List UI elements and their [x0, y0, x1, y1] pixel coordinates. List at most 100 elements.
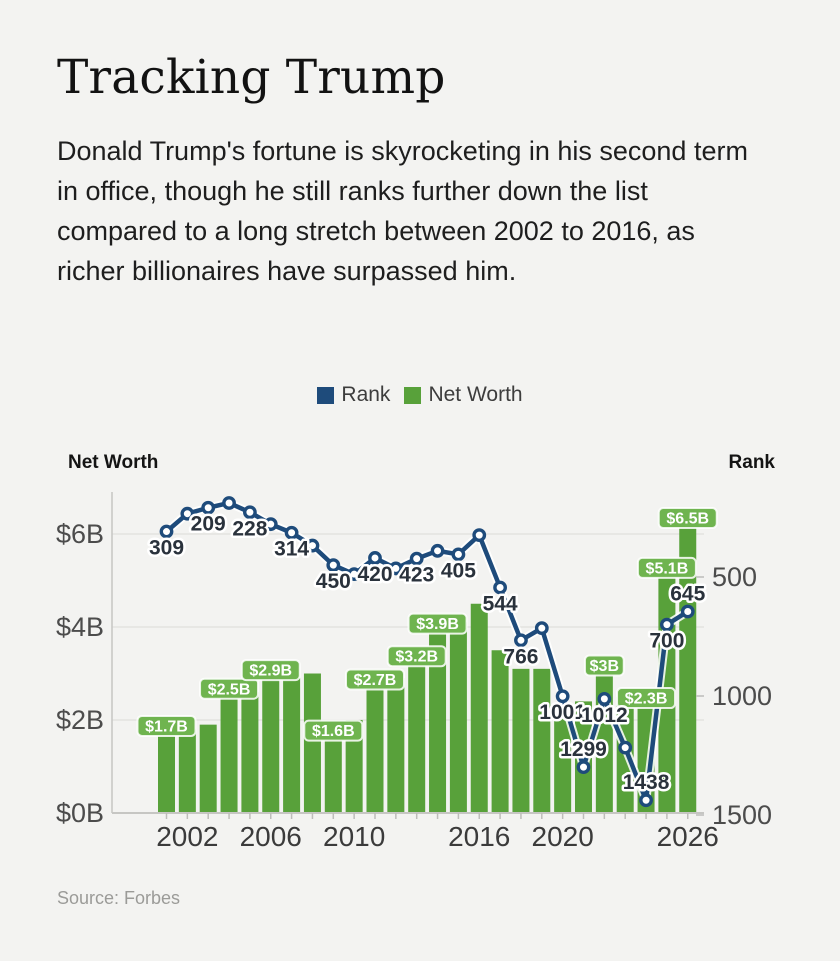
rank-point — [430, 543, 445, 558]
rank-value-label: 1012 — [581, 704, 628, 727]
rank-point — [680, 604, 695, 619]
x-axis-tick-label: 2016 — [448, 821, 510, 852]
networth-value-pill — [240, 659, 301, 682]
rank-point — [201, 500, 216, 515]
networth-bar — [199, 724, 217, 813]
networth-bar — [303, 673, 321, 813]
rank-point — [263, 517, 278, 532]
rank-point — [368, 551, 382, 565]
legend-item-rank: Rank — [317, 383, 390, 407]
networth-legend-swatch-icon — [404, 386, 422, 404]
rank-value-label: 228 — [232, 517, 267, 540]
x-axis-tick-label: 2006 — [240, 821, 302, 852]
networth-value-label: $3.9B — [416, 616, 459, 633]
networth-value-pill — [407, 612, 468, 635]
networth-value-label: $2.7B — [354, 672, 397, 689]
left-axis-tick-label: $0B — [56, 798, 104, 828]
rank-value-label: 309 — [149, 537, 184, 560]
rank-point — [534, 621, 549, 636]
networth-value-label: $3B — [590, 658, 619, 675]
networth-bar — [449, 622, 467, 813]
rank-point — [451, 547, 466, 562]
networth-bar — [345, 720, 363, 813]
rank-legend-swatch-icon — [317, 386, 335, 404]
rank-value-label: 1001 — [539, 701, 586, 724]
rank-point — [493, 580, 507, 595]
networth-bar — [241, 692, 259, 813]
networth-bar — [491, 650, 509, 813]
page-subtitle: Donald Trump's fortune is skyrocketing i… — [57, 136, 748, 286]
rank-value-label: 645 — [670, 583, 705, 606]
right-axis-tick-label: 500 — [712, 562, 757, 592]
networth-bar — [158, 733, 175, 813]
rank-value-label: 766 — [503, 645, 538, 668]
legend-label-rank: Rank — [341, 383, 391, 406]
networth-bar — [429, 631, 447, 813]
rank-point — [388, 561, 403, 576]
networth-bar — [324, 738, 342, 813]
x-axis-tick-label: 2020 — [532, 821, 594, 852]
rank-value-label: 544 — [483, 592, 518, 615]
rank-value-label: 423 — [399, 564, 434, 587]
rank-point — [472, 528, 487, 543]
x-axis-tick-label: 2010 — [323, 821, 385, 852]
networth-value-pill — [345, 668, 405, 691]
rank-point — [284, 525, 299, 540]
right-axis-tick-label: 1000 — [712, 681, 772, 711]
networth-value-label: $2.9B — [249, 663, 292, 680]
rank-point — [409, 551, 424, 566]
networth-bar — [262, 678, 280, 813]
rank-point — [555, 689, 570, 704]
rank-value-label: 420 — [357, 563, 392, 586]
networth-bar — [387, 678, 405, 813]
networth-value-label: $2.3B — [625, 691, 668, 708]
networth-bar — [283, 678, 301, 813]
rank-point — [514, 633, 528, 648]
rank-point — [618, 740, 633, 755]
networth-bar — [512, 668, 530, 813]
networth-value-pill — [583, 654, 625, 677]
networth-bar — [679, 526, 697, 813]
right-axis-title: Rank — [728, 452, 775, 473]
networth-value-pill — [616, 687, 677, 710]
rank-point — [159, 524, 174, 539]
networth-bar — [220, 696, 238, 813]
networth-bar — [178, 729, 196, 813]
networth-bar — [554, 715, 572, 813]
rank-value-label: 1299 — [560, 738, 607, 761]
networth-value-label: $1.7B — [145, 718, 188, 735]
rank-point — [660, 617, 674, 632]
rank-point — [242, 505, 257, 520]
left-axis-title: Net Worth — [68, 452, 159, 473]
left-axis-tick-label: $4B — [56, 612, 104, 642]
networth-value-pill — [386, 645, 447, 668]
page-title: Tracking Trump — [57, 50, 446, 105]
rank-value-label: 700 — [649, 630, 684, 653]
networth-value-label: $2.5B — [208, 681, 251, 698]
networth-value-pill — [199, 677, 260, 700]
rank-value-label: 209 — [191, 513, 226, 536]
rank-value-label: 405 — [441, 559, 476, 582]
rank-point — [576, 760, 591, 775]
legend-item-networth: Net Worth — [404, 383, 523, 407]
rank-value-label: 450 — [316, 570, 351, 593]
x-axis-tick-label: 2026 — [657, 821, 719, 852]
rank-point — [639, 793, 653, 808]
networth-bar — [366, 687, 384, 813]
source-credit: Source: Forbes — [57, 888, 181, 908]
rank-point — [305, 538, 320, 553]
networth-value-label: $1.6B — [312, 723, 355, 740]
rank-point — [222, 496, 236, 510]
networth-bar — [408, 664, 426, 813]
legend-label-networth: Net Worth — [428, 383, 523, 406]
rank-point — [180, 506, 195, 521]
networth-value-pill — [657, 507, 718, 529]
rank-point — [347, 567, 362, 582]
rank-value-label: 314 — [274, 538, 309, 561]
networth-value-pill — [303, 719, 364, 742]
rank-point — [597, 691, 612, 706]
left-axis-tick-label: $2B — [56, 705, 104, 735]
networth-value-pill — [136, 714, 197, 737]
